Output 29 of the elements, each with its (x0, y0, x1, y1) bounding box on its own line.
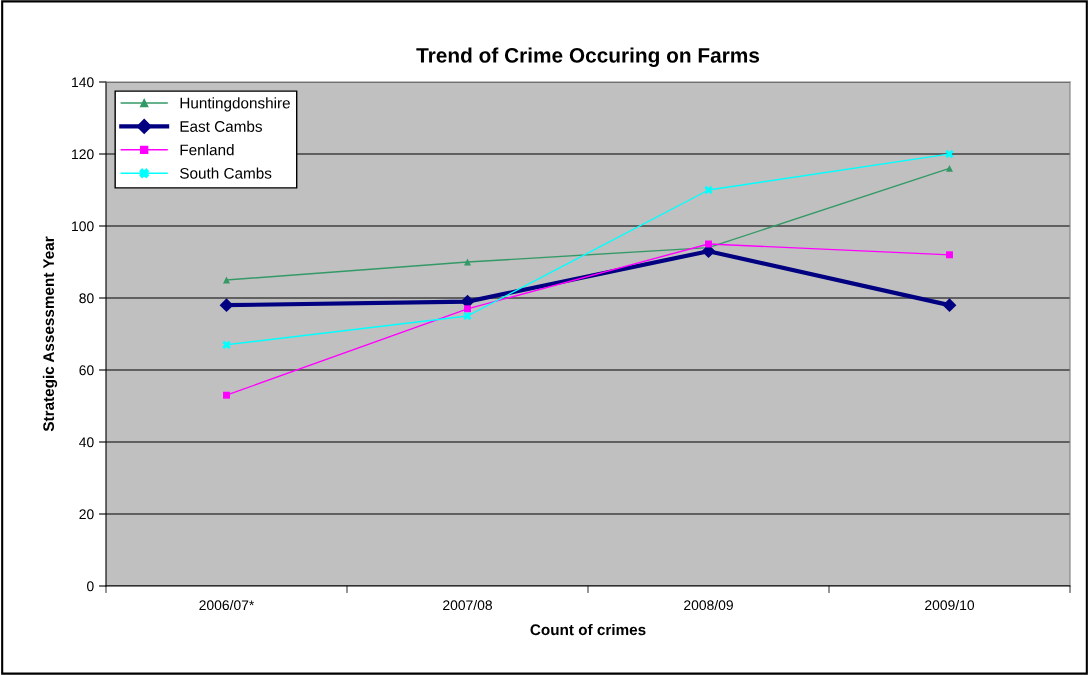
y-axis-title: Strategic Assessment Year (42, 236, 58, 432)
legend-label: South Cambs (180, 167, 272, 179)
point (222, 340, 231, 349)
y-tick-label: 140 (72, 77, 94, 88)
y-tick-label: 0 (87, 581, 94, 592)
point (704, 185, 713, 195)
y-tick-label: 40 (79, 437, 94, 448)
legend-label: Huntingdonshire (180, 97, 290, 112)
point (946, 251, 953, 259)
point (942, 298, 957, 313)
x-tick-label: 2006/07* (199, 599, 255, 611)
point (464, 305, 471, 313)
point (946, 164, 953, 172)
point (223, 391, 230, 399)
point (463, 311, 472, 321)
x-axis-title: Count of crimes (530, 623, 646, 636)
y-tick-label: 60 (79, 365, 94, 376)
y-tick-label: 120 (72, 149, 94, 160)
y-tick-label: 80 (79, 293, 94, 304)
x-tick-label: 2008/09 (684, 599, 733, 611)
point (945, 149, 954, 159)
chart-title: Trend of Crime Occuring on Farms (416, 47, 760, 67)
legend-label: Fenland (180, 144, 234, 156)
legend-label: East Cambs (180, 120, 262, 132)
x-tick-label: 2009/10 (925, 599, 975, 611)
y-tick-label: 20 (79, 509, 94, 520)
point (219, 298, 234, 313)
y-tick-label: 100 (72, 221, 94, 232)
x-tick-label: 2007/08 (443, 599, 492, 611)
